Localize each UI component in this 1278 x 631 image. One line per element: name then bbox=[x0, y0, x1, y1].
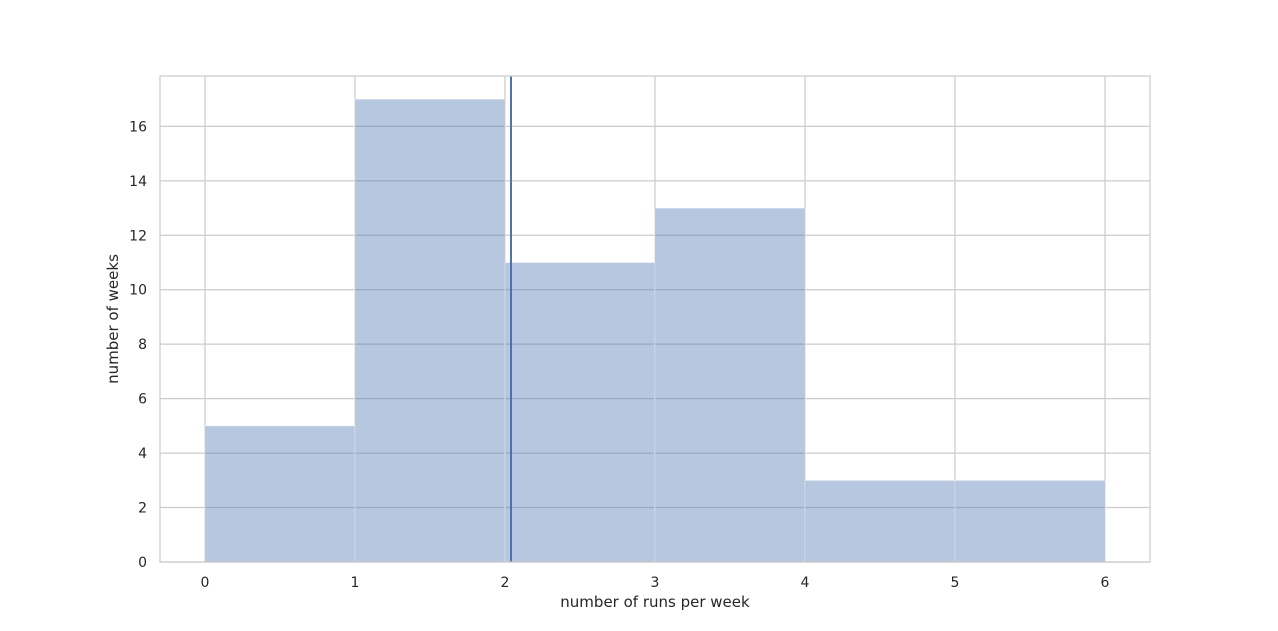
y-axis-label: number of weeks bbox=[104, 254, 122, 384]
x-tick-label: 1 bbox=[351, 575, 360, 591]
x-tick-label: 6 bbox=[1101, 575, 1110, 591]
plot-frame bbox=[159, 75, 1151, 563]
y-tick-label: 12 bbox=[129, 228, 147, 244]
histogram-bar bbox=[504, 262, 656, 563]
x-tick-label: 2 bbox=[501, 575, 510, 591]
histogram-bar bbox=[354, 98, 506, 563]
y-tick-label: 6 bbox=[138, 392, 147, 408]
y-tick-label: 10 bbox=[129, 283, 147, 299]
histogram-bars bbox=[204, 98, 1106, 563]
x-tick-label: 5 bbox=[951, 575, 960, 591]
x-axis-ticks: 0 1 2 3 4 5 6 bbox=[201, 575, 1110, 591]
y-tick-label: 16 bbox=[129, 119, 147, 135]
y-axis-ticks: 0 2 4 6 8 10 12 14 16 bbox=[129, 119, 147, 571]
x-tick-label: 4 bbox=[801, 575, 810, 591]
x-axis-label: number of runs per week bbox=[560, 593, 750, 611]
x-tick-label: 3 bbox=[651, 575, 660, 591]
y-tick-label: 14 bbox=[129, 174, 147, 190]
y-tick-label: 4 bbox=[138, 446, 147, 462]
histogram-bar bbox=[654, 207, 806, 563]
histogram-bar bbox=[204, 425, 356, 563]
y-tick-label: 0 bbox=[138, 555, 147, 571]
histogram-bar bbox=[804, 479, 956, 563]
histogram-bar bbox=[954, 479, 1106, 563]
x-tick-label: 0 bbox=[201, 575, 210, 591]
y-tick-label: 8 bbox=[138, 337, 147, 353]
y-tick-label: 2 bbox=[138, 501, 147, 517]
